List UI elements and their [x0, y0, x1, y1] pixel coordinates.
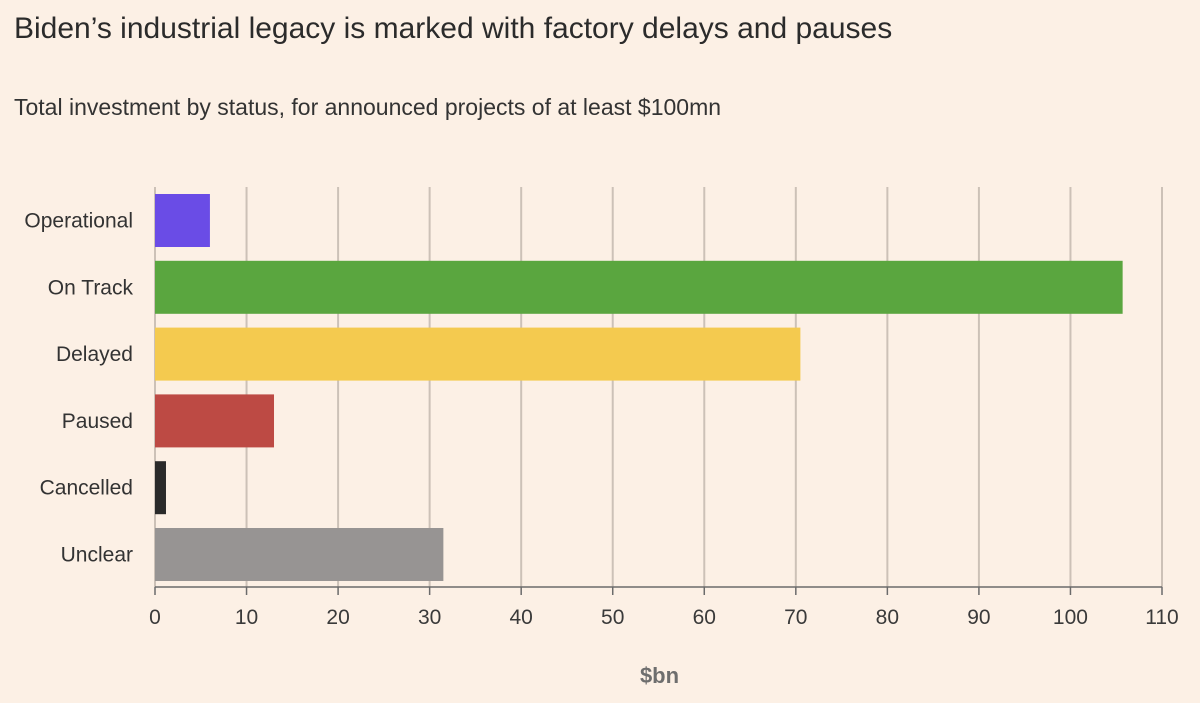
- bar-on-track: [155, 260, 1123, 314]
- category-label: Operational: [24, 210, 133, 233]
- category-label: Paused: [62, 410, 133, 433]
- bar-cancelled: [155, 461, 166, 515]
- x-tick-label: 90: [967, 606, 990, 629]
- x-tick-label: 60: [693, 606, 716, 629]
- category-label: Cancelled: [40, 477, 133, 500]
- x-axis: 0 10 20 30 40 50 60 70 80 90 100 110: [149, 586, 1179, 629]
- bar-paused: [155, 394, 275, 448]
- category-labels: Operational On Track Delayed Paused Cancelle…: [24, 210, 133, 567]
- bar-delayed: [155, 327, 801, 381]
- x-tick-label: 30: [418, 606, 441, 629]
- bars: [155, 194, 1123, 581]
- x-tick-label: 10: [235, 606, 258, 629]
- bar-operational: [155, 194, 210, 247]
- category-label: On Track: [48, 276, 134, 299]
- bar-unclear: [155, 528, 444, 581]
- x-tick-label: 50: [601, 606, 624, 629]
- gridlines: [154, 187, 1163, 587]
- x-tick-label: 0: [149, 606, 161, 629]
- category-label: Delayed: [56, 343, 133, 366]
- x-tick-label: 70: [784, 606, 807, 629]
- x-tick-label: 80: [876, 606, 899, 629]
- category-label: Unclear: [61, 544, 133, 567]
- x-tick-label: 20: [326, 606, 349, 629]
- x-tick-label: 110: [1145, 606, 1178, 629]
- x-axis-title: $bn: [640, 663, 679, 688]
- chart-title: Biden’s industrial legacy is marked with…: [14, 12, 893, 45]
- x-tick-label: 100: [1053, 606, 1088, 629]
- x-tick-label: 40: [510, 606, 533, 629]
- chart-subtitle: Total investment by status, for announce…: [14, 94, 722, 120]
